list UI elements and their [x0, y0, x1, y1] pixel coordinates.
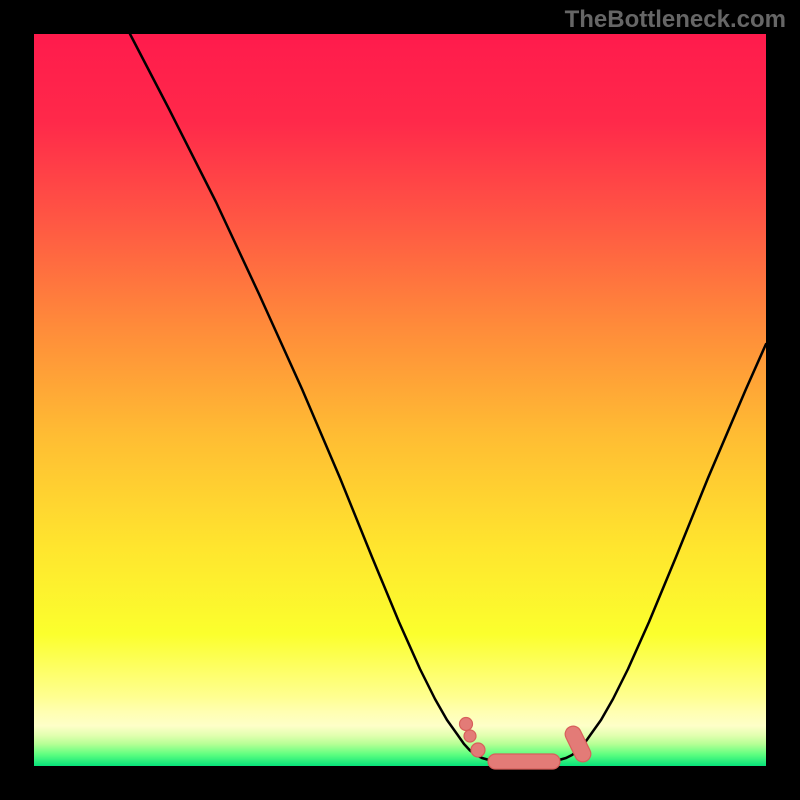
plot-area [34, 34, 766, 766]
watermark-text: TheBottleneck.com [565, 6, 786, 34]
chart-frame: TheBottleneck.com [0, 0, 800, 800]
